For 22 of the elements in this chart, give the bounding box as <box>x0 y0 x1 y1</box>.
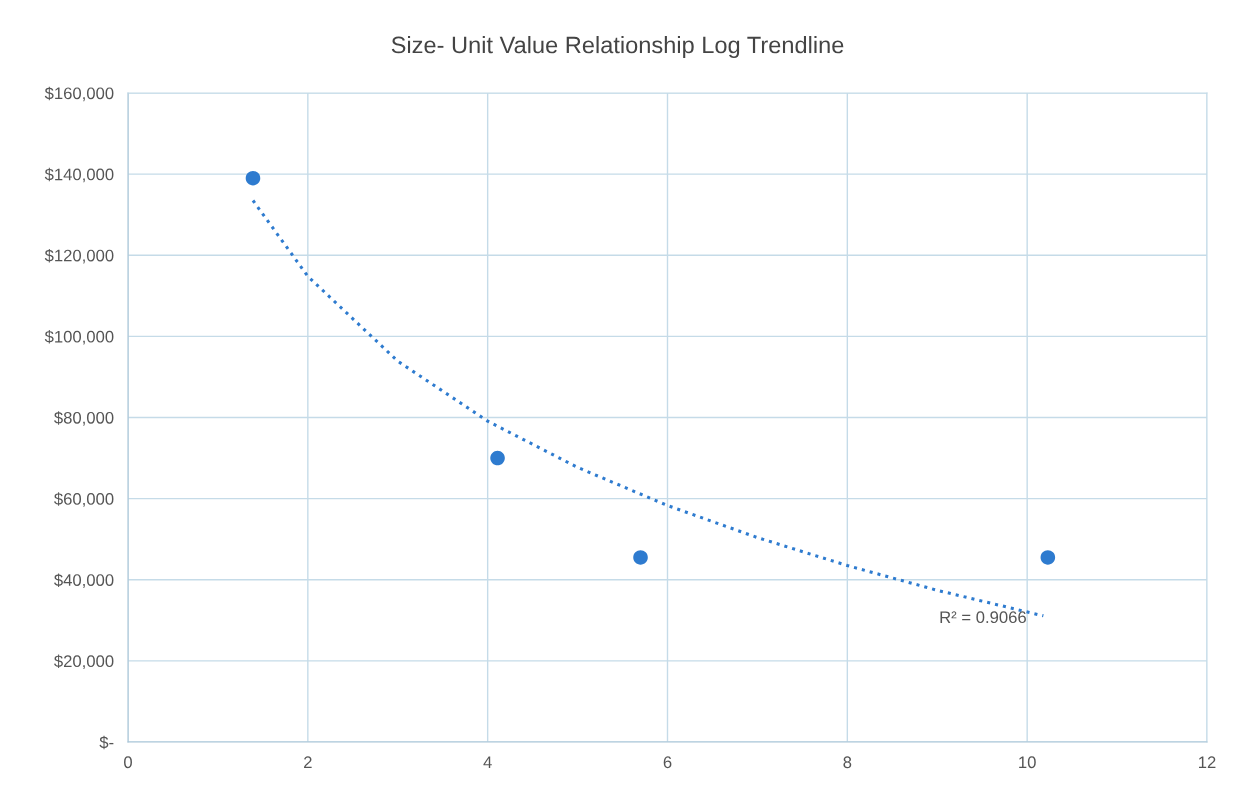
point <box>245 170 261 186</box>
y-tick-label: $80,000 <box>54 411 114 426</box>
x-tick-label: 12 <box>1199 756 1216 768</box>
y-tick-label: $40,000 <box>54 573 114 588</box>
point <box>490 450 505 466</box>
y-tick-label: $- <box>99 735 114 750</box>
chart-title: Size- Unit Value Relationship Log Trendline <box>391 36 844 58</box>
y-tick-label: $60,000 <box>54 492 114 507</box>
y-tick-label: $120,000 <box>44 248 114 264</box>
point <box>1040 550 1056 565</box>
x-tick-label: 10 <box>1019 756 1036 769</box>
y-tick-label: $20,000 <box>54 654 114 670</box>
annotation: R² = 0.9066 <box>940 611 1026 624</box>
x-tick-label: 4 <box>483 756 492 768</box>
y-tick-label: $100,000 <box>44 330 114 345</box>
x-tick-label: 6 <box>663 756 672 769</box>
x-tick-label: 2 <box>304 756 312 768</box>
y-tick-label: $140,000 <box>44 167 114 183</box>
x-tick-label: 8 <box>843 756 852 769</box>
x-tick-label: 0 <box>124 756 132 769</box>
point <box>633 550 648 565</box>
y-tick-label: $160,000 <box>44 86 114 102</box>
